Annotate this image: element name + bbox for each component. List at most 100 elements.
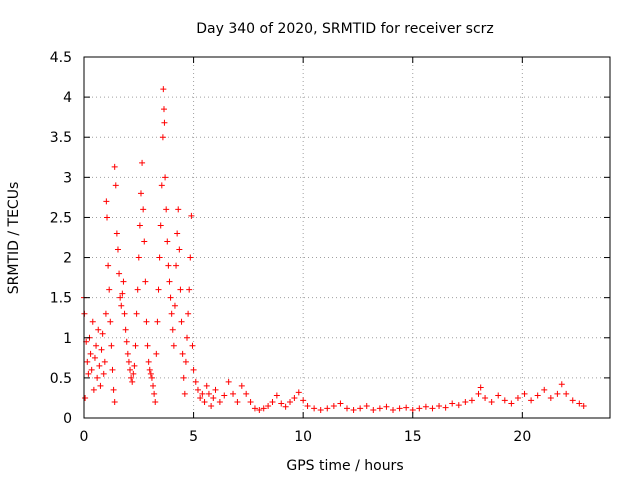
data-point xyxy=(142,278,149,285)
axes: 0 0.5 1 1.5 2 2.5 3 3.5 4 4.5 0 5 10 15 20 xyxy=(50,50,610,445)
data-point xyxy=(97,382,104,389)
data-point xyxy=(164,238,171,245)
data-point xyxy=(87,350,94,357)
data-point xyxy=(251,405,258,412)
data-point xyxy=(95,326,102,333)
data-point xyxy=(190,366,197,373)
data-point xyxy=(216,398,223,405)
data-point xyxy=(203,382,210,389)
data-point xyxy=(477,384,484,391)
data-point xyxy=(291,394,298,401)
data-point xyxy=(462,398,469,405)
data-point xyxy=(102,310,109,317)
y-tick-label: 3 xyxy=(63,170,72,186)
data-point xyxy=(175,206,182,213)
data-point xyxy=(449,400,456,407)
data-point xyxy=(139,159,146,166)
data-point xyxy=(108,342,115,349)
x-tick-label: 0 xyxy=(80,429,89,445)
data-point xyxy=(109,366,116,373)
data-point xyxy=(155,286,162,293)
data-point xyxy=(260,405,267,412)
data-point xyxy=(105,262,112,269)
data-point xyxy=(282,403,289,410)
data-point xyxy=(168,310,175,317)
data-point xyxy=(221,392,228,399)
data-point xyxy=(140,206,147,213)
data-point xyxy=(111,398,118,405)
data-point xyxy=(128,374,135,381)
data-point xyxy=(189,342,196,349)
grid-lines xyxy=(84,57,610,418)
data-point xyxy=(534,392,541,399)
x-tick-label: 15 xyxy=(404,429,422,445)
data-point xyxy=(98,346,105,353)
data-point xyxy=(363,402,370,409)
data-point xyxy=(547,394,554,401)
data-point xyxy=(88,366,95,373)
chart-title: Day 340 of 2020, SRMTID for receiver scr… xyxy=(196,21,494,37)
x-tick-label: 5 xyxy=(189,429,198,445)
data-point xyxy=(205,390,212,397)
x-tick-label: 20 xyxy=(513,429,531,445)
y-axis-label: SRMTID / TECUs xyxy=(6,182,22,295)
data-point xyxy=(124,350,131,357)
data-point xyxy=(135,254,142,261)
data-point xyxy=(528,397,535,404)
data-point xyxy=(123,338,130,345)
data-point xyxy=(163,206,170,213)
data-point xyxy=(383,403,390,410)
data-point xyxy=(100,370,107,377)
data-point xyxy=(173,262,180,269)
data-point xyxy=(132,342,139,349)
data-point xyxy=(468,397,475,404)
data-point xyxy=(234,398,241,405)
data-point xyxy=(93,342,100,349)
data-point xyxy=(170,342,177,349)
data-point xyxy=(311,405,318,412)
data-point xyxy=(107,318,114,325)
data-point xyxy=(110,386,117,393)
data-point xyxy=(576,400,583,407)
data-point xyxy=(181,390,188,397)
y-tick-label: 2.5 xyxy=(50,210,72,226)
data-point xyxy=(265,402,272,409)
data-point xyxy=(154,318,161,325)
data-point xyxy=(148,374,155,381)
x-axis-label: GPS time / hours xyxy=(286,458,403,474)
data-point xyxy=(125,358,132,365)
data-point xyxy=(141,238,148,245)
data-point xyxy=(337,400,344,407)
data-point xyxy=(106,286,113,293)
data-point xyxy=(89,318,96,325)
data-point xyxy=(495,392,502,399)
data-point xyxy=(390,406,397,413)
data-point xyxy=(278,400,285,407)
data-point xyxy=(85,370,92,377)
data-point xyxy=(137,190,144,197)
data-point xyxy=(104,214,111,221)
data-point xyxy=(243,390,250,397)
data-point xyxy=(370,406,377,413)
data-point xyxy=(403,404,410,411)
data-point xyxy=(269,398,276,405)
data-point xyxy=(208,402,215,409)
data-point xyxy=(129,378,136,385)
data-point xyxy=(324,405,331,412)
data-point xyxy=(84,358,91,365)
data-point xyxy=(111,163,118,170)
data-point xyxy=(429,405,436,412)
data-point xyxy=(482,394,489,401)
plot-frame xyxy=(83,56,611,419)
data-point xyxy=(475,390,482,397)
data-point xyxy=(442,404,449,411)
data-point xyxy=(114,246,121,253)
data-point xyxy=(212,386,219,393)
data-point xyxy=(116,270,123,277)
data-point xyxy=(151,390,158,397)
data-point xyxy=(317,406,324,413)
data-point xyxy=(416,405,423,412)
data-point xyxy=(569,397,576,404)
data-point xyxy=(159,134,166,141)
